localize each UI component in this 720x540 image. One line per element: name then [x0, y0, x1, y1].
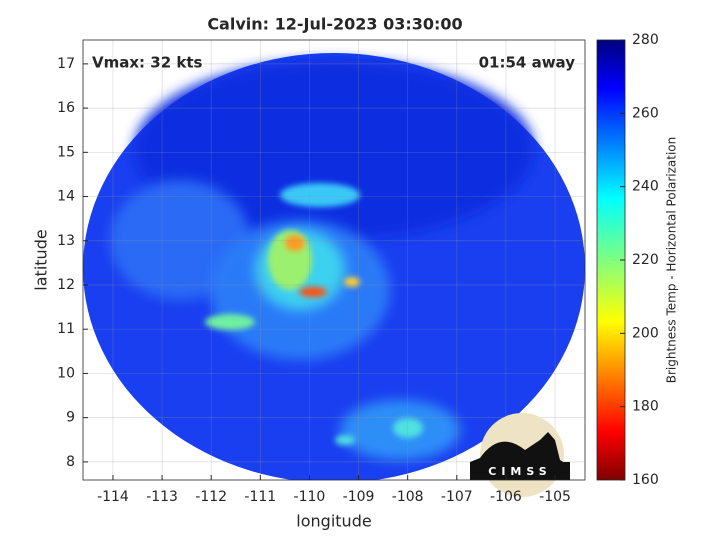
y-tick-label: 13: [57, 233, 75, 249]
time-annotation: 01:54 away: [479, 54, 576, 72]
swath: [83, 53, 585, 480]
vmax-annotation: Vmax: 32 kts: [92, 54, 202, 72]
colorbar-tick-label: 180: [632, 399, 659, 415]
x-tick-label: -113: [146, 489, 178, 505]
y-tick-label: 10: [57, 365, 75, 381]
y-axis-label: latitude: [32, 229, 51, 290]
title: Calvin: 12-Jul-2023 03:30:00: [207, 15, 462, 34]
y-tick-label: 11: [57, 321, 75, 337]
x-tick-label: -112: [195, 489, 227, 505]
colorbar-tick-label: 260: [632, 105, 659, 121]
y-tick-label: 12: [57, 277, 75, 293]
y-tick-label: 8: [66, 454, 75, 470]
colorbar-tick-label: 200: [632, 325, 659, 341]
colorbar-tick-label: 160: [632, 472, 659, 488]
x-tick-label: -110: [294, 489, 326, 505]
y-tick-label: 16: [57, 100, 75, 116]
x-tick-label: -105: [539, 489, 571, 505]
plot-frame: [82, 39, 586, 481]
x-axis-label: longitude: [296, 512, 371, 531]
x-tick-label: -109: [343, 489, 375, 505]
colorbar-tick-label: 240: [632, 179, 659, 195]
y-tick-label: 14: [57, 189, 75, 205]
colorbar-label: Brightness Temp - Horizontal Polarizatio…: [665, 137, 679, 384]
cimss-logo: CIMSS: [470, 413, 570, 497]
y-tick-label: 17: [57, 56, 75, 72]
y-tick-label: 15: [57, 144, 75, 160]
colorbar-tick-label: 220: [632, 252, 659, 268]
x-tick-label: -114: [97, 489, 129, 505]
grid: [83, 40, 585, 480]
x-tick-label: -106: [490, 489, 522, 505]
x-tick-label: -108: [392, 489, 424, 505]
logo-text: CIMSS: [488, 465, 551, 478]
x-tick-label: -107: [441, 489, 473, 505]
x-tick-label: -111: [244, 489, 276, 505]
colorbar-tick-label: 280: [632, 32, 659, 48]
y-tick-label: 9: [66, 410, 75, 426]
